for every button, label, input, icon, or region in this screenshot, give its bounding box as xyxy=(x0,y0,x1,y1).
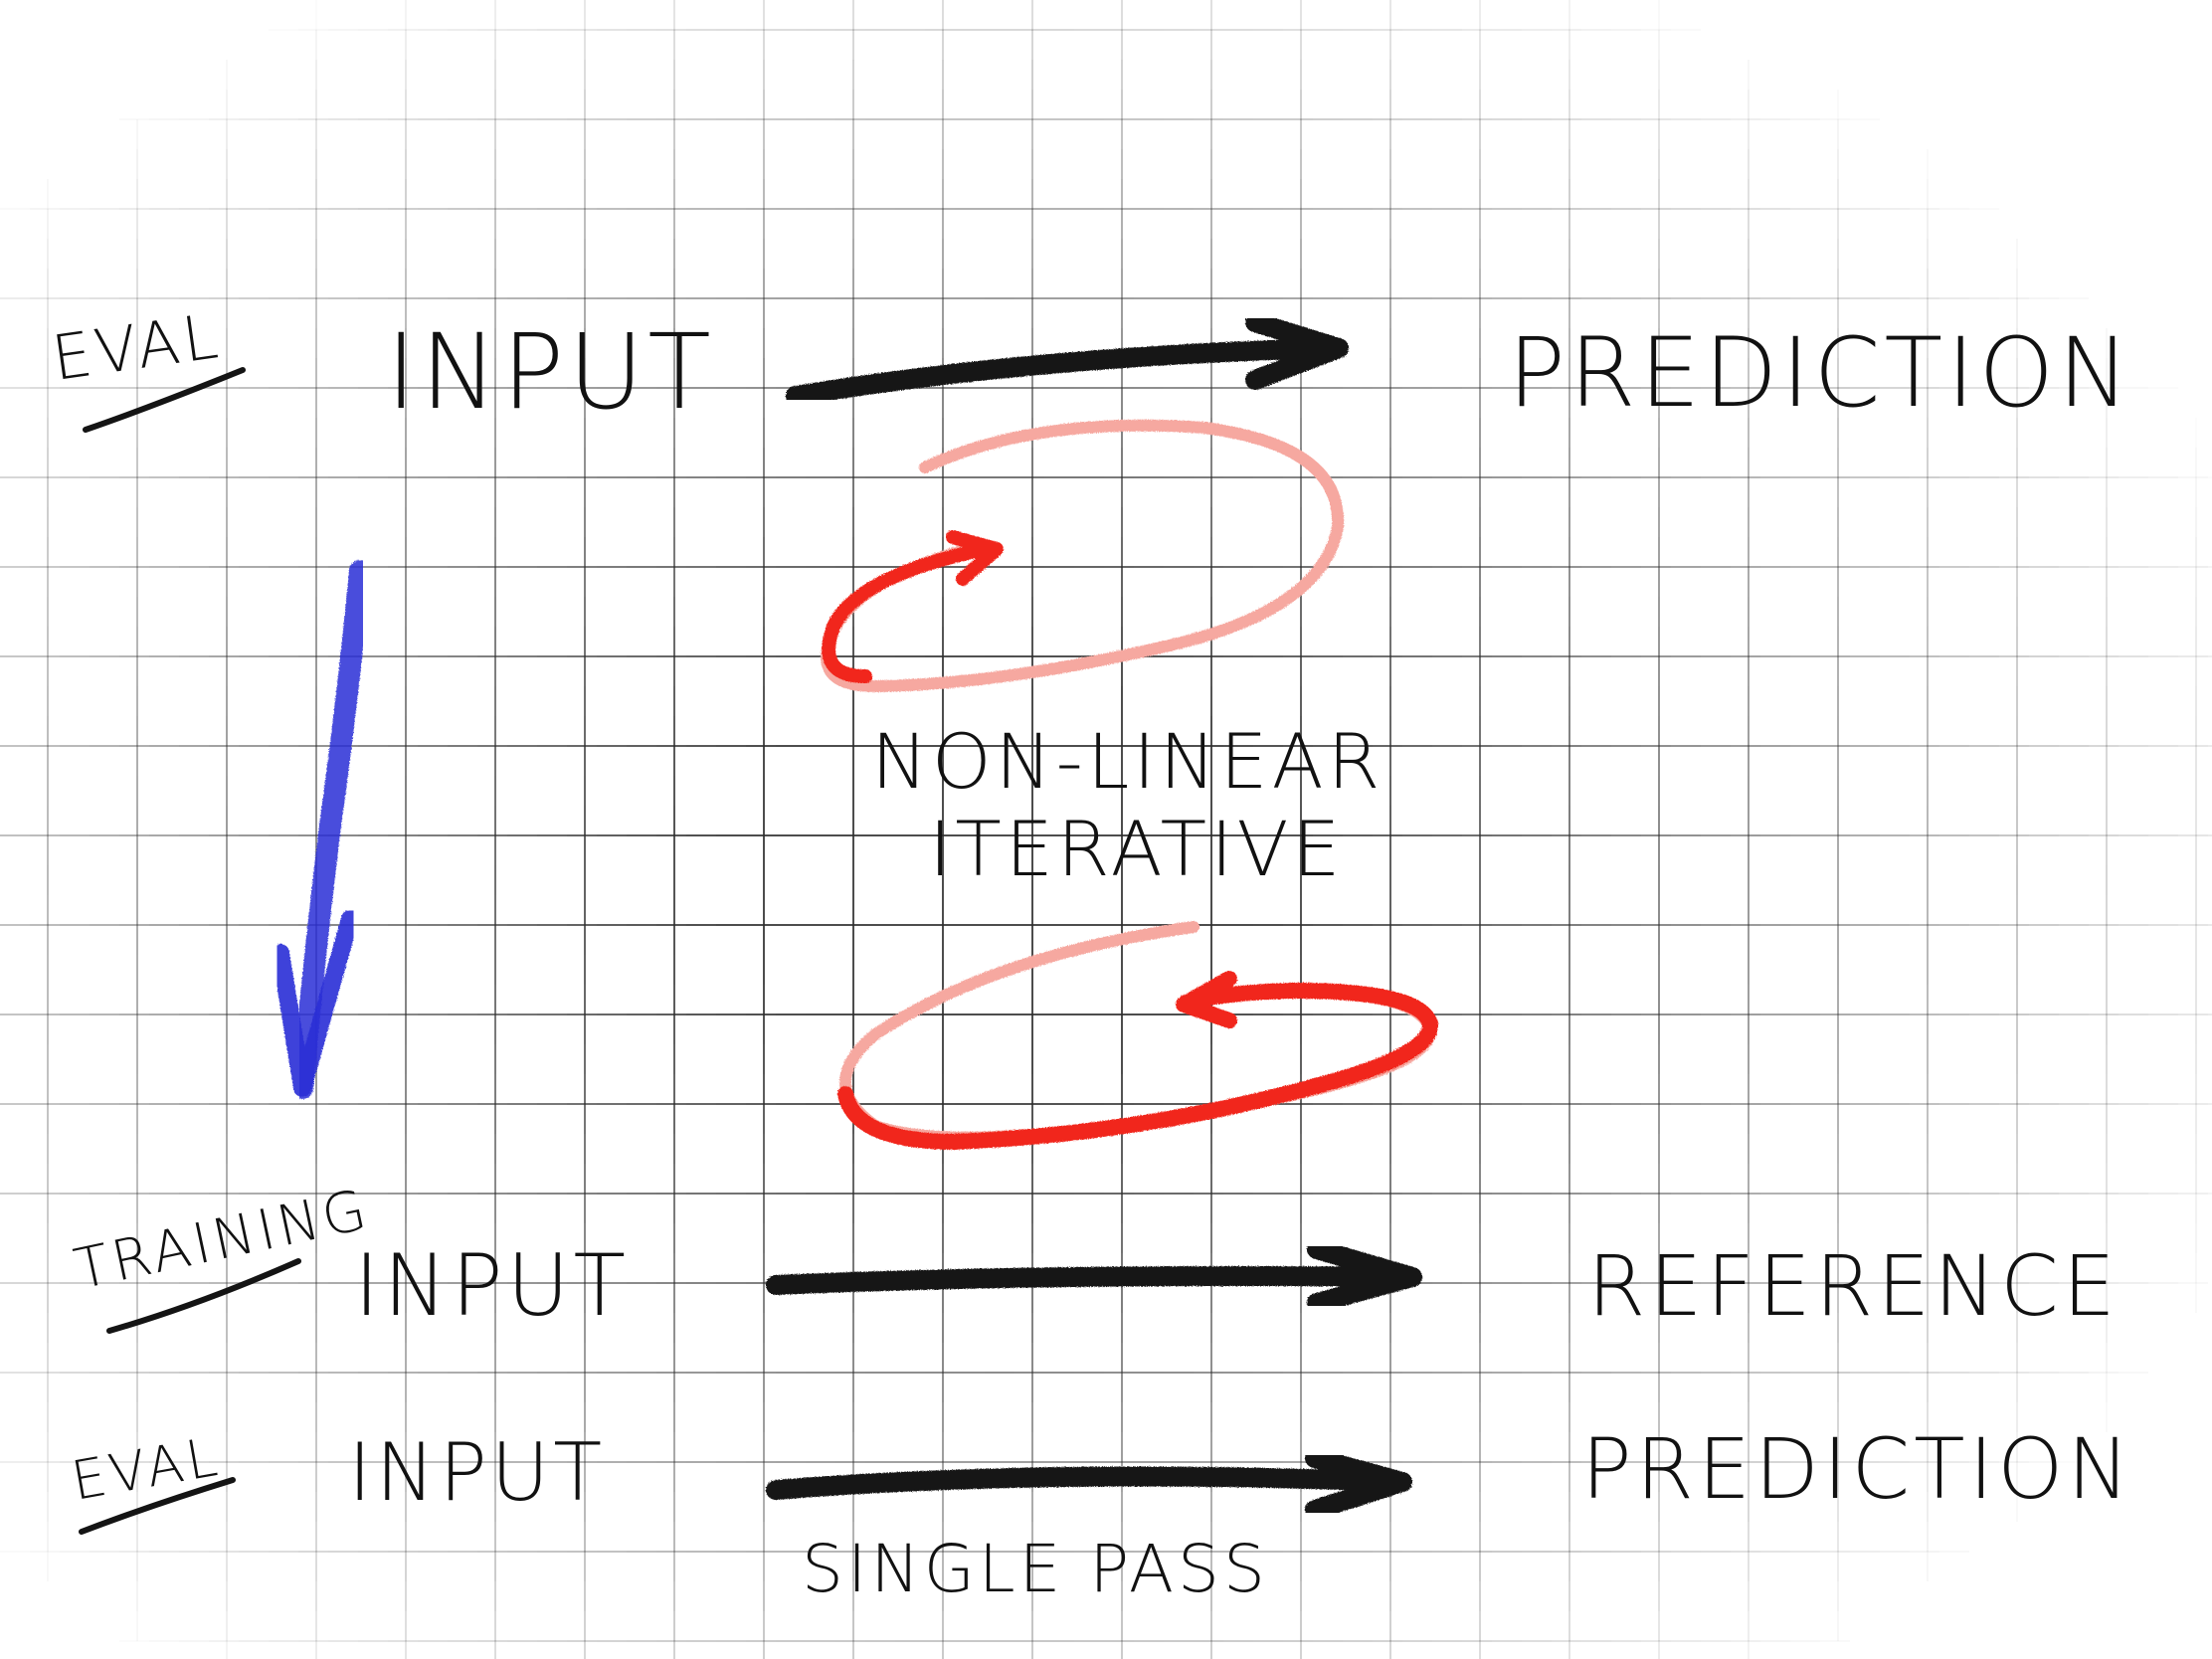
red-loop-top xyxy=(821,419,1345,692)
red-loop-top-bright xyxy=(822,530,1004,683)
top-eval-underline xyxy=(83,367,246,433)
bottom-eval-label: EVAL xyxy=(67,1425,225,1513)
bottom-input-label: INPUT xyxy=(348,1426,606,1519)
training-underline xyxy=(106,1258,301,1334)
top-row: EVAL INPUT PREDICTION xyxy=(48,299,2133,433)
red-loop-arrow-icon xyxy=(839,921,1436,1144)
bottom-prediction-label: PREDICTION xyxy=(1581,1420,2133,1518)
top-prediction-label: PREDICTION xyxy=(1508,317,2133,429)
single-pass-caption: SINGLE PASS xyxy=(802,1531,1269,1607)
training-forward-arrow xyxy=(766,1239,1422,1313)
training-input-label: INPUT xyxy=(354,1236,630,1336)
blue-down-arrow-icon xyxy=(272,560,371,1099)
red-loop-bottom-bright xyxy=(837,971,1438,1150)
top-eval-label: EVAL xyxy=(48,299,226,395)
training-row: TRAINING INPUT REFERENCE xyxy=(69,1177,2120,1336)
red-loop-bottom xyxy=(837,921,1438,1150)
annotation-iterative: ITERATIVE xyxy=(929,805,1345,893)
red-loop-arrow-icon xyxy=(821,419,1345,692)
bottom-forward-arrow xyxy=(766,1448,1412,1520)
top-input-label: INPUT xyxy=(386,311,715,433)
bottom-eval-underline xyxy=(79,1477,236,1535)
training-reference-label: REFERENCE xyxy=(1587,1237,2120,1335)
middle-annotation: NON-LINEAR ITERATIVE xyxy=(871,717,1383,893)
top-forward-arrow xyxy=(786,312,1349,406)
annotation-non-linear: NON-LINEAR xyxy=(871,717,1383,806)
bottom-row: EVAL INPUT PREDICTION SINGLE PASS xyxy=(67,1420,2133,1607)
